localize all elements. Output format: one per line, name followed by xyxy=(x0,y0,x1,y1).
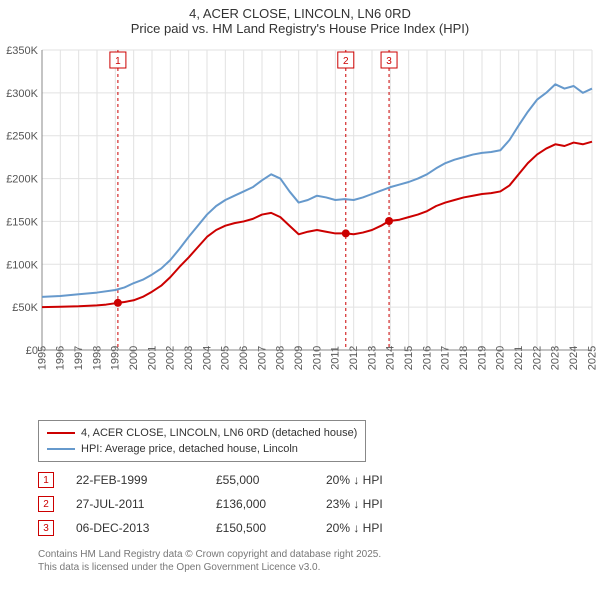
svg-text:2014: 2014 xyxy=(385,346,397,370)
svg-text:2003: 2003 xyxy=(183,346,195,370)
sale-event-hpi-diff: 20% ↓ HPI xyxy=(326,473,383,487)
svg-text:1997: 1997 xyxy=(73,346,85,370)
sale-event-date: 27-JUL-2011 xyxy=(76,497,216,511)
sale-event-hpi-diff: 23% ↓ HPI xyxy=(326,497,383,511)
legend-label: HPI: Average price, detached house, Linc… xyxy=(81,441,298,457)
legend: 4, ACER CLOSE, LINCOLN, LN6 0RD (detache… xyxy=(38,420,366,462)
svg-text:3: 3 xyxy=(386,56,392,67)
svg-text:2006: 2006 xyxy=(238,346,250,370)
chart-area: £0£50K£100K£150K£200K£250K£300K£350K1995… xyxy=(0,40,600,410)
svg-text:2023: 2023 xyxy=(550,346,562,370)
svg-text:£250K: £250K xyxy=(6,131,38,143)
svg-text:2008: 2008 xyxy=(275,346,287,370)
svg-text:2018: 2018 xyxy=(458,346,470,370)
sale-event-price: £150,500 xyxy=(216,521,326,535)
svg-text:2000: 2000 xyxy=(128,346,140,370)
svg-text:2004: 2004 xyxy=(201,346,213,370)
svg-text:2013: 2013 xyxy=(366,346,378,370)
sale-event-row: 1 22-FEB-1999£55,00020% ↓ HPI xyxy=(38,468,383,492)
svg-text:1998: 1998 xyxy=(91,346,103,370)
svg-text:2017: 2017 xyxy=(440,346,452,370)
svg-text:1999: 1999 xyxy=(110,346,122,370)
sale-event-badge: 1 xyxy=(38,472,54,488)
footer-line1: Contains HM Land Registry data © Crown c… xyxy=(38,548,381,561)
chart-title-block: 4, ACER CLOSE, LINCOLN, LN6 0RD Price pa… xyxy=(0,0,600,36)
svg-text:2: 2 xyxy=(343,56,349,67)
legend-swatch xyxy=(47,448,75,450)
svg-text:£100K: £100K xyxy=(6,259,38,271)
sale-event-badge: 2 xyxy=(38,496,54,512)
chart-svg: £0£50K£100K£150K£200K£250K£300K£350K1995… xyxy=(0,40,600,410)
svg-text:£200K: £200K xyxy=(6,174,38,186)
legend-row: 4, ACER CLOSE, LINCOLN, LN6 0RD (detache… xyxy=(47,425,357,441)
svg-text:2012: 2012 xyxy=(348,346,360,370)
svg-text:1: 1 xyxy=(115,56,121,67)
legend-swatch xyxy=(47,432,75,434)
sale-event-price: £55,000 xyxy=(216,473,326,487)
svg-text:2009: 2009 xyxy=(293,346,305,370)
svg-text:2005: 2005 xyxy=(220,346,232,370)
sale-event-hpi-diff: 20% ↓ HPI xyxy=(326,521,383,535)
sale-event-badge: 3 xyxy=(38,520,54,536)
svg-text:£50K: £50K xyxy=(12,302,38,314)
svg-text:2016: 2016 xyxy=(421,346,433,370)
chart-title-line2: Price paid vs. HM Land Registry's House … xyxy=(0,21,600,36)
svg-text:2020: 2020 xyxy=(495,346,507,370)
chart-title-line1: 4, ACER CLOSE, LINCOLN, LN6 0RD xyxy=(0,6,600,21)
legend-row: HPI: Average price, detached house, Linc… xyxy=(47,441,357,457)
svg-text:2022: 2022 xyxy=(531,346,543,370)
sale-event-date: 06-DEC-2013 xyxy=(76,521,216,535)
svg-text:2001: 2001 xyxy=(146,346,158,370)
svg-text:2019: 2019 xyxy=(476,346,488,370)
svg-text:2010: 2010 xyxy=(311,346,323,370)
svg-text:£350K: £350K xyxy=(6,45,38,57)
sale-event-row: 3 06-DEC-2013£150,50020% ↓ HPI xyxy=(38,516,383,540)
sale-event-date: 22-FEB-1999 xyxy=(76,473,216,487)
legend-label: 4, ACER CLOSE, LINCOLN, LN6 0RD (detache… xyxy=(81,425,357,441)
sale-events-table: 122-FEB-1999£55,00020% ↓ HPI227-JUL-2011… xyxy=(38,468,383,540)
footer-attribution: Contains HM Land Registry data © Crown c… xyxy=(38,548,381,574)
svg-text:2021: 2021 xyxy=(513,346,525,370)
svg-text:£300K: £300K xyxy=(6,88,38,100)
sale-event-price: £136,000 xyxy=(216,497,326,511)
sale-event-row: 2 27-JUL-2011£136,00023% ↓ HPI xyxy=(38,492,383,516)
svg-text:2025: 2025 xyxy=(586,346,598,370)
svg-text:2007: 2007 xyxy=(256,346,268,370)
footer-line2: This data is licensed under the Open Gov… xyxy=(38,561,381,574)
svg-text:1996: 1996 xyxy=(55,346,67,370)
svg-text:2015: 2015 xyxy=(403,346,415,370)
svg-text:£150K: £150K xyxy=(6,216,38,228)
svg-text:2002: 2002 xyxy=(165,346,177,370)
svg-text:2024: 2024 xyxy=(568,346,580,370)
